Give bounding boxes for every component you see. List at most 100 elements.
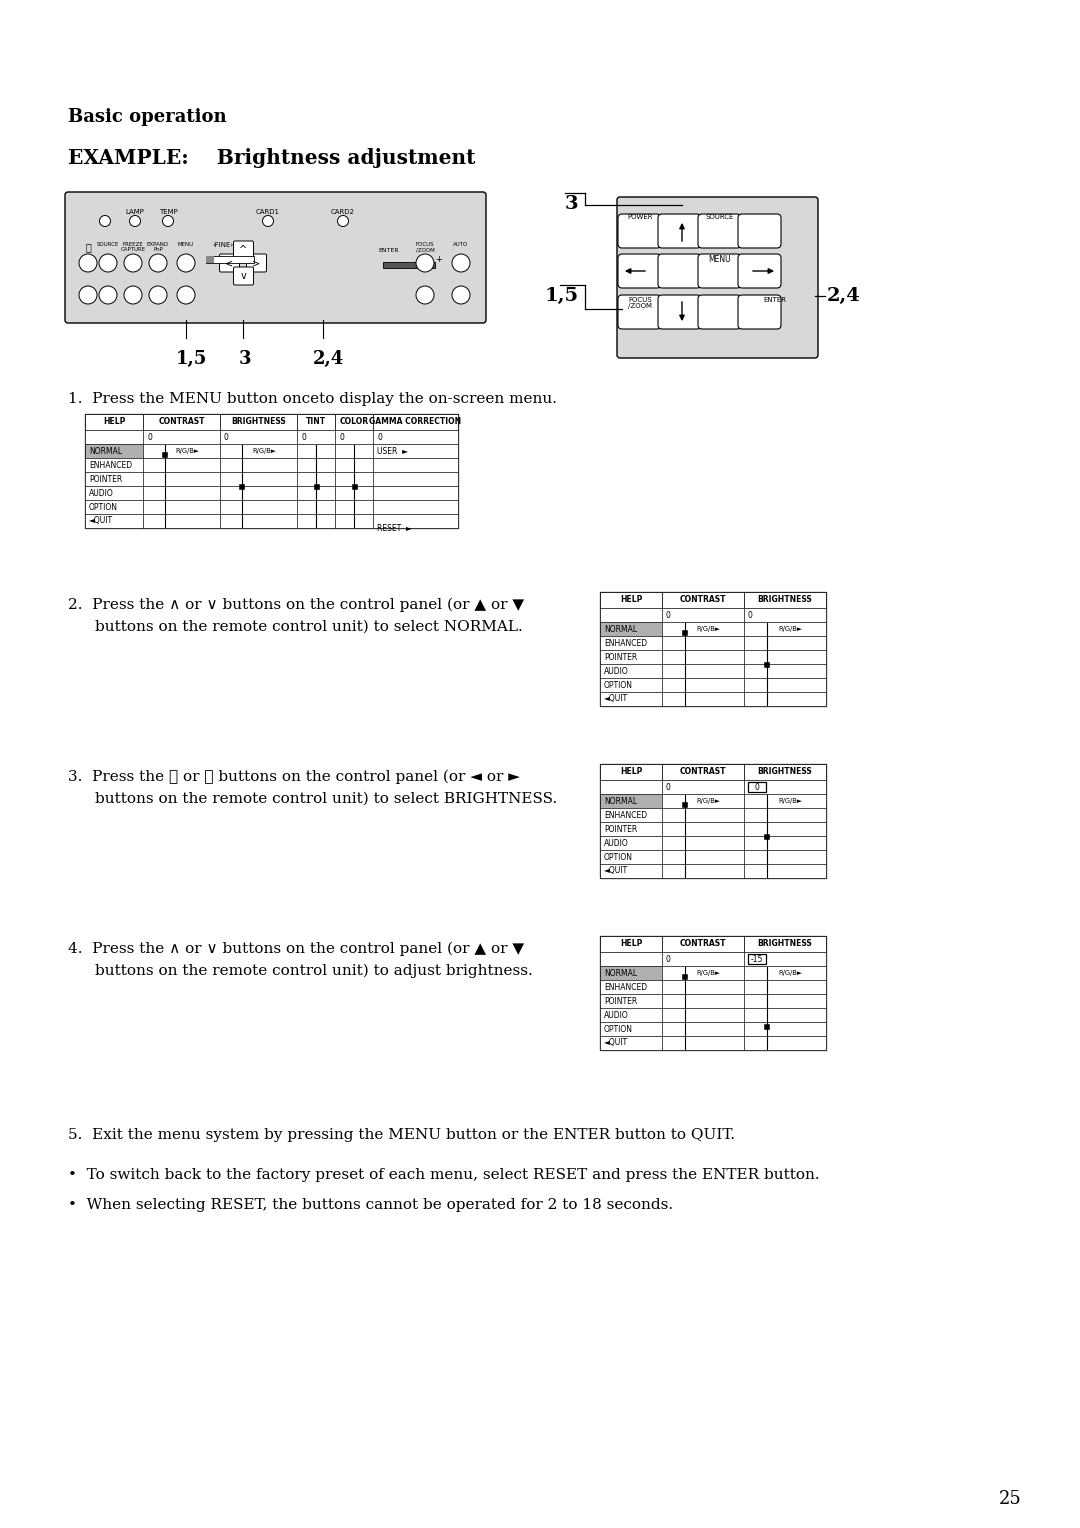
FancyBboxPatch shape xyxy=(698,254,741,287)
Bar xyxy=(373,500,458,513)
Text: v: v xyxy=(241,270,246,281)
Bar xyxy=(220,500,297,513)
Text: 3.  Press the 〈 or 〉 buttons on the control panel (or ◄ or ►: 3. Press the 〈 or 〉 buttons on the contr… xyxy=(68,770,519,784)
Text: buttons on the remote control unit) to select BRIGHTNESS.: buttons on the remote control unit) to s… xyxy=(95,792,557,805)
Text: R/G/B►: R/G/B► xyxy=(253,448,276,454)
Bar xyxy=(297,414,335,429)
Bar xyxy=(351,483,356,489)
Bar xyxy=(748,782,766,792)
Bar xyxy=(662,622,744,636)
Text: NORMAL: NORMAL xyxy=(604,796,637,805)
FancyBboxPatch shape xyxy=(219,254,240,272)
Bar xyxy=(143,445,220,458)
Text: R/G/B►: R/G/B► xyxy=(779,626,802,633)
Text: R/G/B►: R/G/B► xyxy=(697,970,720,976)
Text: GAMMA CORRECTION: GAMMA CORRECTION xyxy=(369,417,461,426)
Bar xyxy=(600,649,662,665)
Bar xyxy=(744,979,826,995)
Bar xyxy=(744,779,826,795)
Bar xyxy=(744,850,826,863)
Bar xyxy=(297,445,335,458)
Bar xyxy=(143,414,220,429)
Circle shape xyxy=(416,254,434,272)
Bar xyxy=(744,995,826,1008)
Bar xyxy=(683,631,688,636)
Text: SOURCE: SOURCE xyxy=(706,214,734,220)
Bar xyxy=(297,513,335,529)
Bar xyxy=(744,836,826,850)
Text: 25: 25 xyxy=(999,1490,1022,1508)
Text: 3: 3 xyxy=(565,196,579,212)
Text: TINT: TINT xyxy=(306,417,326,426)
Text: 1,5: 1,5 xyxy=(176,350,207,368)
Bar xyxy=(744,795,826,808)
Text: EXAMPLE:    Brightness adjustment: EXAMPLE: Brightness adjustment xyxy=(68,148,475,168)
Bar xyxy=(143,486,220,500)
Text: POINTER: POINTER xyxy=(89,475,122,483)
Text: 2,4: 2,4 xyxy=(313,350,345,368)
Text: OPTION: OPTION xyxy=(89,503,118,512)
Bar xyxy=(600,1036,662,1050)
Circle shape xyxy=(337,215,349,226)
Bar xyxy=(765,662,769,666)
FancyBboxPatch shape xyxy=(618,214,661,248)
Text: AUDIO: AUDIO xyxy=(604,1010,629,1019)
Bar xyxy=(220,472,297,486)
Bar xyxy=(383,261,435,267)
Bar xyxy=(373,472,458,486)
Bar xyxy=(220,513,297,529)
Text: ^: ^ xyxy=(240,244,247,255)
Circle shape xyxy=(149,286,167,304)
FancyBboxPatch shape xyxy=(698,295,741,329)
Bar xyxy=(662,1008,744,1022)
Bar xyxy=(744,764,826,779)
Text: R/G/B►: R/G/B► xyxy=(779,798,802,804)
Bar xyxy=(683,975,688,979)
Bar xyxy=(600,591,662,608)
Bar xyxy=(600,995,662,1008)
Bar xyxy=(600,979,662,995)
Circle shape xyxy=(162,215,174,226)
FancyBboxPatch shape xyxy=(658,214,701,248)
Text: OPTION: OPTION xyxy=(604,853,633,862)
FancyBboxPatch shape xyxy=(65,193,486,322)
Text: POWER: POWER xyxy=(627,214,652,220)
Text: POINTER: POINTER xyxy=(604,825,637,833)
Text: NORMAL: NORMAL xyxy=(604,625,637,634)
Bar xyxy=(662,995,744,1008)
Bar xyxy=(600,678,662,692)
Bar xyxy=(748,953,766,964)
Bar xyxy=(662,591,744,608)
FancyBboxPatch shape xyxy=(658,295,701,329)
Bar xyxy=(600,1022,662,1036)
Bar xyxy=(744,808,826,822)
Bar xyxy=(600,850,662,863)
Bar xyxy=(335,429,373,445)
Bar xyxy=(744,822,826,836)
Bar xyxy=(662,1036,744,1050)
Circle shape xyxy=(416,286,434,304)
Text: LAMP: LAMP xyxy=(125,209,145,215)
Text: 0: 0 xyxy=(748,611,753,619)
Text: ENTER: ENTER xyxy=(378,248,399,254)
FancyBboxPatch shape xyxy=(617,197,818,358)
Bar xyxy=(239,483,244,489)
Bar xyxy=(373,445,458,458)
Bar xyxy=(600,966,662,979)
Bar xyxy=(662,979,744,995)
Bar xyxy=(744,966,826,979)
Bar xyxy=(85,458,143,472)
FancyBboxPatch shape xyxy=(738,214,781,248)
Text: ENTER: ENTER xyxy=(764,296,786,303)
FancyBboxPatch shape xyxy=(738,295,781,329)
Text: 0: 0 xyxy=(147,432,152,442)
Bar xyxy=(662,937,744,952)
Text: 5.  Exit the menu system by pressing the MENU button or the ENTER button to QUIT: 5. Exit the menu system by pressing the … xyxy=(68,1128,735,1141)
FancyBboxPatch shape xyxy=(698,214,741,248)
Bar xyxy=(297,429,335,445)
Text: 2.  Press the ∧ or ∨ buttons on the control panel (or ▲ or ▼: 2. Press the ∧ or ∨ buttons on the contr… xyxy=(68,597,524,613)
Text: ‹FINE›: ‹FINE› xyxy=(213,241,233,248)
Text: HELP: HELP xyxy=(620,767,643,776)
Bar xyxy=(683,802,688,807)
Text: POINTER: POINTER xyxy=(604,652,637,662)
